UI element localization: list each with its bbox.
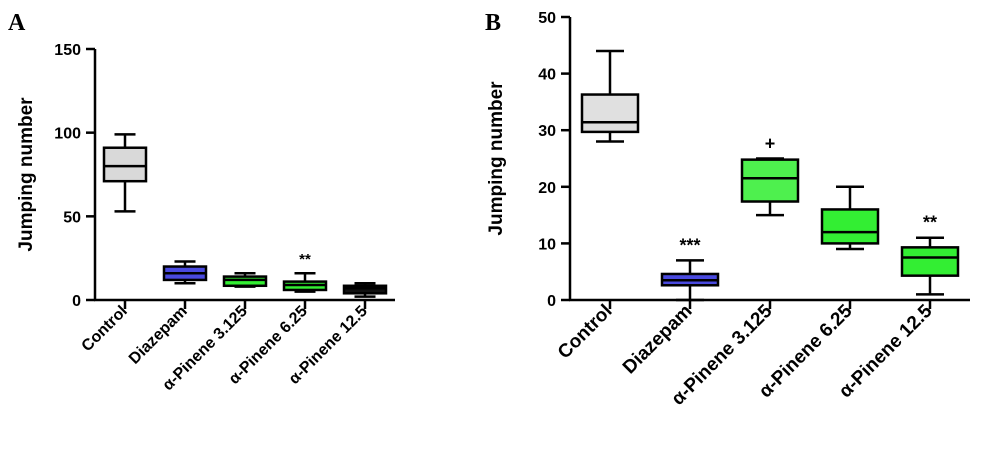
box-iqr: [102, 146, 148, 183]
box-iqr: [580, 93, 640, 134]
y-tick-label: 0: [72, 293, 81, 310]
y-tick-label: 40: [538, 67, 556, 84]
box-iqr: [820, 208, 880, 245]
box-iqr: [342, 284, 388, 295]
y-tick-label: 50: [63, 209, 81, 226]
box-plot: [222, 271, 268, 288]
y-tick-label: 0: [547, 293, 556, 310]
y-tick-label: 10: [538, 236, 556, 253]
panel-b: B 0 10 20 30 40 50 Jumping number Control Diazepa…: [485, 10, 970, 410]
box-plot: **: [900, 213, 960, 296]
box-iqr: [900, 246, 960, 277]
box-plot: +: [740, 134, 800, 217]
box-iqr: [222, 275, 268, 288]
box-plot: **: [282, 251, 328, 293]
y-tick-label: 30: [538, 123, 556, 140]
box-plot: [102, 133, 148, 213]
y-axis-title: Jumping number: [486, 81, 507, 236]
y-axis-title: Jumping number: [16, 97, 37, 252]
significance-marker: ***: [679, 235, 700, 255]
category-label: Control: [554, 301, 617, 364]
significance-marker: **: [923, 213, 937, 233]
box-plot: [342, 282, 388, 298]
category-label: Control: [79, 303, 131, 355]
category-label: Diazepam: [126, 303, 191, 368]
y-tick-label: 100: [54, 126, 81, 143]
box-plot: [162, 260, 208, 285]
y-tick-label: 50: [538, 10, 556, 27]
box-plot: ***: [660, 235, 720, 302]
significance-marker: **: [299, 251, 311, 268]
panel-letter: B: [485, 10, 501, 36]
y-tick-label: 150: [54, 42, 81, 59]
significance-marker: +: [765, 134, 776, 154]
box-iqr: [740, 158, 800, 203]
panel-letter: A: [8, 10, 26, 36]
y-tick-label: 20: [538, 180, 556, 197]
box-plot: [820, 185, 880, 251]
category-label: Diazepam: [619, 301, 697, 379]
box-plot: [580, 49, 640, 143]
